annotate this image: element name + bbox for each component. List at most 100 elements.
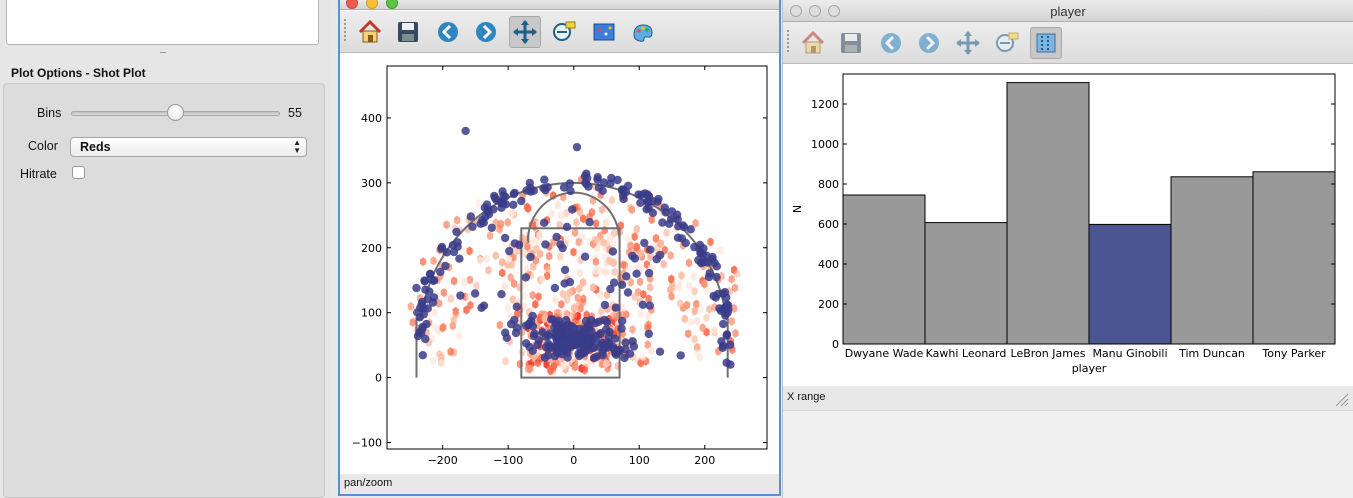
list-box[interactable] [6,0,319,45]
shot-point [420,277,429,286]
shot-point [552,232,561,242]
hexbin-cell [685,329,692,339]
player-bar-chart[interactable]: Dwyane Wade Kawhi Leonard LeBron James Manu… [783,64,1353,386]
hexbin-cell [440,288,447,298]
minimize-icon[interactable] [366,0,378,9]
color-select[interactable]: Reds ▲ ▼ [70,137,307,157]
shot-point [453,238,462,247]
shot-point [726,340,735,349]
title-bar[interactable] [340,0,779,10]
shot-point [563,353,572,362]
subplots-config-icon[interactable] [588,16,620,48]
player-plot-canvas[interactable]: Dwyane Wade Kawhi Leonard LeBron James Manu… [783,64,1353,386]
minimize-icon[interactable] [809,5,821,17]
shot-point [722,358,731,367]
back-arrow-icon[interactable] [432,16,464,48]
bar [842,194,926,345]
home-icon[interactable] [797,27,829,59]
edit-axes-icon[interactable] [627,16,659,48]
hexbin-cell [432,323,439,333]
splitter-handle[interactable] [160,52,166,55]
x-tick-label: Manu Ginobili [1092,347,1167,360]
hexbin-cell [525,204,532,213]
hitrate-checkbox[interactable] [72,166,85,179]
close-icon[interactable] [346,0,358,9]
hexbin-cell [593,266,600,276]
color-select-value: Reds [80,140,111,154]
save-icon[interactable] [392,16,424,48]
hexbin-cell [599,205,606,214]
shot-point [528,311,537,321]
bars [842,82,1336,345]
shot-point [598,347,607,357]
hexbin-cell [486,231,494,241]
hexbin-cell [443,220,450,230]
shot-plot-canvas[interactable]: −200 −100 0 100 200 −100 0 100 200 300 400 [340,53,779,474]
hexbin-cell [538,274,546,284]
shot-point [569,323,579,333]
hexbin-cell [588,207,595,217]
shot-point [550,283,560,293]
shot-point [677,234,686,243]
y-tick-label: 200 [818,298,839,311]
shot-point [580,171,590,181]
shot-point [441,261,450,271]
shot-point [487,223,496,232]
zoom-rect-icon[interactable] [548,16,580,48]
hexbin-cell [602,267,609,277]
title-bar[interactable]: player [783,0,1353,22]
hexbin-cell [633,224,640,234]
subplots-config-icon[interactable] [1030,27,1062,59]
shot-point [429,293,439,302]
bins-value: 55 [288,106,302,120]
hexbin-cell [706,304,713,314]
hexbin-cell [691,286,698,296]
bins-slider-handle[interactable] [167,104,184,121]
hexbin-cell [593,219,600,229]
zoom-rect-icon[interactable] [991,27,1023,59]
hexbin-cell [536,230,543,240]
shot-point [512,302,521,311]
shot-point [609,278,619,287]
save-icon[interactable] [835,27,867,59]
home-icon[interactable] [354,16,386,48]
forward-arrow-icon[interactable] [470,16,502,48]
shot-point [423,295,432,304]
close-icon[interactable] [790,5,802,17]
shot-point [478,215,487,225]
hexbin-cell [576,268,583,278]
shot-point [511,328,521,338]
hexbin-cell [453,215,461,225]
hexbin-cell [466,292,473,302]
shot-point [719,341,728,350]
hexbin-cell [430,356,437,366]
pan-move-icon[interactable] [952,27,984,59]
shot-point [419,304,428,313]
zoom-icon[interactable] [386,0,398,9]
hexbin-cell [566,288,573,298]
shot-point [594,317,603,326]
back-arrow-icon[interactable] [875,27,907,59]
shot-point [442,248,452,257]
hexbin-cell [694,342,701,352]
shot-point [640,238,649,248]
shot-point [525,342,534,352]
pan-move-icon[interactable] [509,16,541,48]
hexbin-cell [492,251,499,261]
resize-grip-icon[interactable] [1333,391,1349,407]
shot-chart[interactable]: −200 −100 0 100 200 −100 0 100 200 300 400 [340,53,779,474]
zoom-icon[interactable] [828,5,840,17]
hexbin-cell [696,352,703,362]
forward-arrow-icon[interactable] [913,27,945,59]
shot-point [613,175,622,185]
x-tick-label: LeBron James [1011,347,1086,360]
toolbar-grip[interactable] [344,19,348,41]
hexbin-cell [461,277,468,287]
hexbin-cell [520,248,528,258]
hexbin-cell [610,310,617,320]
hexbin-cell [691,334,698,344]
shot-point [608,247,618,256]
shot-point [630,254,640,263]
axis-ticks: −200 −100 0 100 200 −100 0 100 200 300 400 [352,66,767,467]
toolbar-grip[interactable] [787,30,791,52]
